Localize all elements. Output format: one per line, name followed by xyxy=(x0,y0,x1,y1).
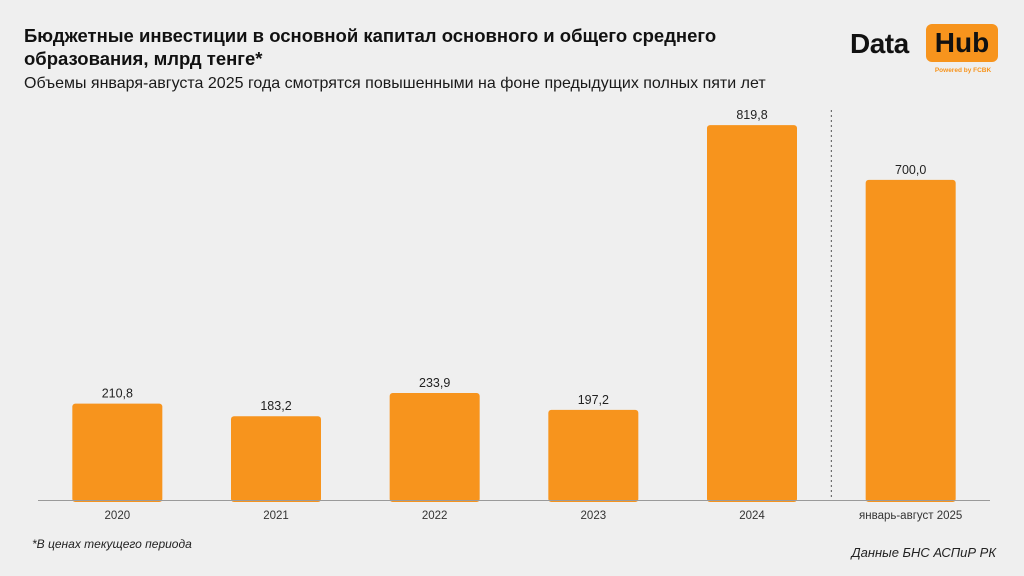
datahub-logo: Data Hub Powered by FCBK xyxy=(850,22,1000,78)
data-label: 233,9 xyxy=(419,376,450,390)
footnote: *В ценах текущего периода xyxy=(32,537,192,551)
logo-hub-text: Hub xyxy=(926,24,998,62)
data-label: 700,0 xyxy=(895,163,926,177)
logo-data-text: Data xyxy=(850,28,909,59)
data-label: 183,2 xyxy=(260,399,291,413)
logo-powered-text: Powered by FCBK xyxy=(934,67,992,74)
data-label: 819,8 xyxy=(736,108,767,122)
x-tick-label: 2024 xyxy=(739,510,765,522)
chart-subtitle: Объемы января-августа 2025 года смотрятс… xyxy=(24,75,766,92)
chart-title: Бюджетные инвестиции в основной капитал … xyxy=(24,25,717,69)
x-tick-label: январь-август 2025 xyxy=(859,510,962,522)
bar xyxy=(707,125,797,502)
bar xyxy=(389,393,480,502)
bar xyxy=(72,403,163,502)
data-label: 210,8 xyxy=(102,387,133,401)
bar xyxy=(548,409,639,502)
x-tick-label: 2020 xyxy=(105,510,131,522)
source-note: Данные БНС АСПиР РК xyxy=(851,545,996,560)
x-tick-label: 2022 xyxy=(422,510,448,522)
bar xyxy=(865,179,956,502)
bar xyxy=(231,416,321,502)
data-label: 197,2 xyxy=(578,393,609,407)
x-tick-label: 2021 xyxy=(263,510,289,522)
x-tick-label: 2023 xyxy=(581,510,607,522)
